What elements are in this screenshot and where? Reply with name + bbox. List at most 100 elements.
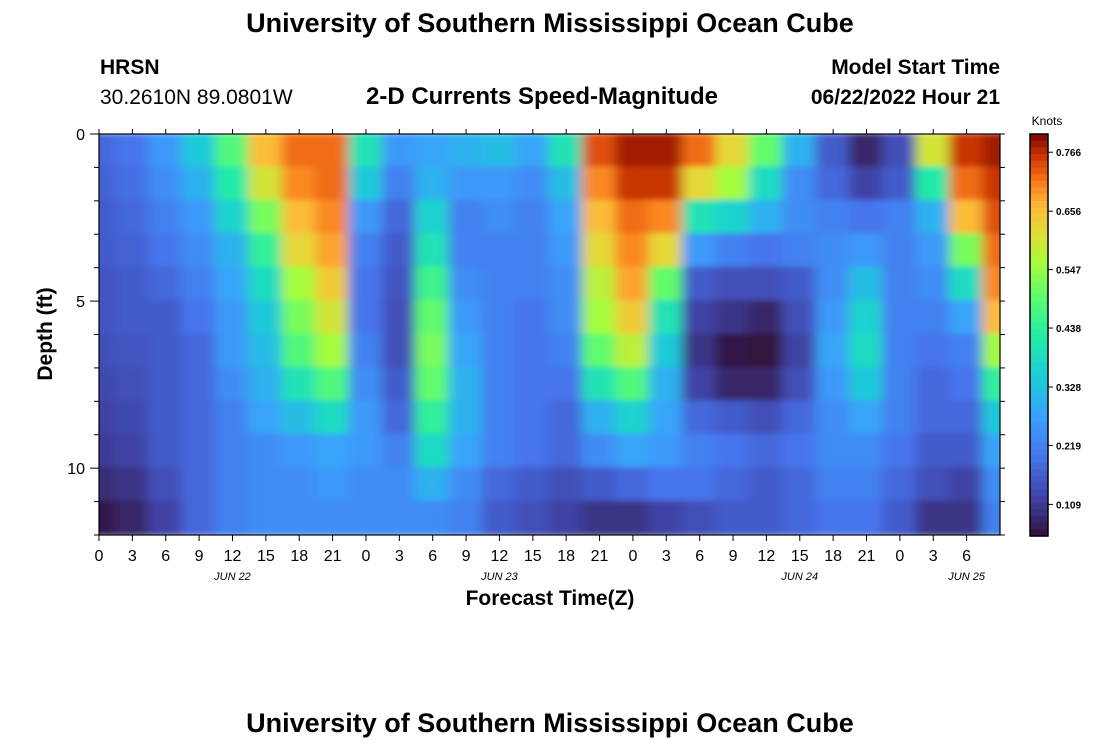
heatmap-cell <box>581 333 618 369</box>
heatmap-cell <box>681 233 718 269</box>
x-date-label: JUN 24 <box>780 571 818 583</box>
heatmap-cell <box>782 134 818 169</box>
heatmap-cell <box>415 500 451 535</box>
heatmap-cell <box>681 366 718 403</box>
heatmap-cell <box>148 266 184 303</box>
heatmap-cell <box>748 400 785 436</box>
heatmap-cell <box>415 366 451 403</box>
heatmap-cell <box>515 199 551 236</box>
heatmap-cell <box>148 134 184 169</box>
heatmap-cell <box>882 400 918 436</box>
colorbar-swatch <box>1030 442 1048 450</box>
heatmap-cell <box>915 199 951 236</box>
heatmap-cell <box>314 166 351 202</box>
heatmap-cell <box>782 199 818 236</box>
x-tick-label: 21 <box>324 548 342 565</box>
colorbar-swatch <box>1030 221 1048 229</box>
heatmap-cell <box>882 500 918 535</box>
model-start-label: Model Start Time <box>831 56 1000 79</box>
heatmap-cell <box>848 300 885 336</box>
heatmap-cell <box>782 400 818 436</box>
heatmap-cell <box>848 166 885 202</box>
colorbar-swatch <box>1030 261 1048 269</box>
heatmap-cell <box>815 166 851 202</box>
heatmap-cell <box>314 366 351 403</box>
colorbar-swatch <box>1030 475 1048 483</box>
colorbar-swatch <box>1030 375 1048 383</box>
heatmap-cell <box>681 300 718 336</box>
heatmap-cell <box>281 366 317 403</box>
x-tick-label: 12 <box>491 548 509 565</box>
heatmap-cell <box>581 467 618 503</box>
heatmap-cell <box>248 433 284 470</box>
heatmap-cell <box>581 266 618 303</box>
heatmap-cell <box>915 366 951 403</box>
heatmap-cell <box>715 333 751 369</box>
heatmap-cell <box>548 400 584 436</box>
heatmap-cell <box>114 366 151 403</box>
heatmap-cell <box>214 266 251 303</box>
heatmap-cell <box>815 233 851 269</box>
x-tick-label: 3 <box>395 548 404 565</box>
heatmap-cell <box>948 467 985 503</box>
heatmap-cell <box>181 199 217 236</box>
colorbar-swatch <box>1030 288 1048 296</box>
heatmap-cell <box>181 166 217 202</box>
heatmap-cell <box>615 166 651 202</box>
heatmap-cell <box>715 233 751 269</box>
heatmap-cell <box>448 467 484 503</box>
heatmap-cell <box>99 467 117 503</box>
heatmap-cell <box>615 366 651 403</box>
heatmap-cell <box>848 400 885 436</box>
heatmap-cell <box>348 500 384 535</box>
heatmap-cell <box>248 400 284 436</box>
heatmap-cell <box>448 134 484 169</box>
heatmap-cell <box>915 500 951 535</box>
heatmap-cell <box>348 199 384 236</box>
heatmap-cell <box>181 500 217 535</box>
heatmap-cell <box>415 333 451 369</box>
y-tick-label: 0 <box>76 127 85 144</box>
heatmap-cell <box>448 500 484 535</box>
heatmap-cell <box>314 333 351 369</box>
heatmap-cell <box>915 400 951 436</box>
colorbar-swatch <box>1030 462 1048 470</box>
heatmap-cell <box>782 300 818 336</box>
heatmap-cell <box>181 266 217 303</box>
heatmap-cell <box>515 266 551 303</box>
heatmap-cell <box>815 467 851 503</box>
heatmap-cell <box>214 199 251 236</box>
heatmap-cell <box>748 366 785 403</box>
colorbar-tick-label: 0.547 <box>1056 266 1081 277</box>
heatmap-cell <box>181 400 217 436</box>
x-axis: 0 3 6 9 12 15 18 21 0 3 6 9 12 15 18 21 0 3 6 9 12 15 18 21 0 3 6 J… <box>95 129 986 583</box>
heatmap-cell <box>848 233 885 269</box>
heatmap-cell <box>982 500 1000 535</box>
heatmap-cell <box>548 500 584 535</box>
x-tick-label: 3 <box>929 548 938 565</box>
heatmap-cell <box>615 433 651 470</box>
colorbar-swatch <box>1030 247 1048 256</box>
heatmap-cell <box>214 400 251 436</box>
heatmap-cell <box>548 333 584 369</box>
x-tick-label: 15 <box>257 548 275 565</box>
heatmap-cell <box>214 500 251 535</box>
heatmap-cell <box>982 400 1000 436</box>
colorbar-swatch <box>1030 509 1048 517</box>
heatmap-cell <box>581 500 618 535</box>
heatmap-cell <box>248 199 284 236</box>
colorbar-swatch <box>1030 187 1048 195</box>
heatmap-cell <box>681 400 718 436</box>
heatmap-cell <box>99 300 117 336</box>
colorbar-swatch <box>1030 254 1048 262</box>
heatmap-cell <box>615 467 651 503</box>
heatmap-cell <box>615 333 651 369</box>
heatmap-cell <box>948 199 985 236</box>
heatmap-cell <box>314 467 351 503</box>
heatmap-cell <box>181 433 217 470</box>
heatmap-cell <box>415 199 451 236</box>
x-axis-label: Forecast Time(Z) <box>466 587 635 610</box>
heatmap-cell <box>615 233 651 269</box>
heatmap-cell <box>882 266 918 303</box>
heatmap-cell <box>848 266 885 303</box>
